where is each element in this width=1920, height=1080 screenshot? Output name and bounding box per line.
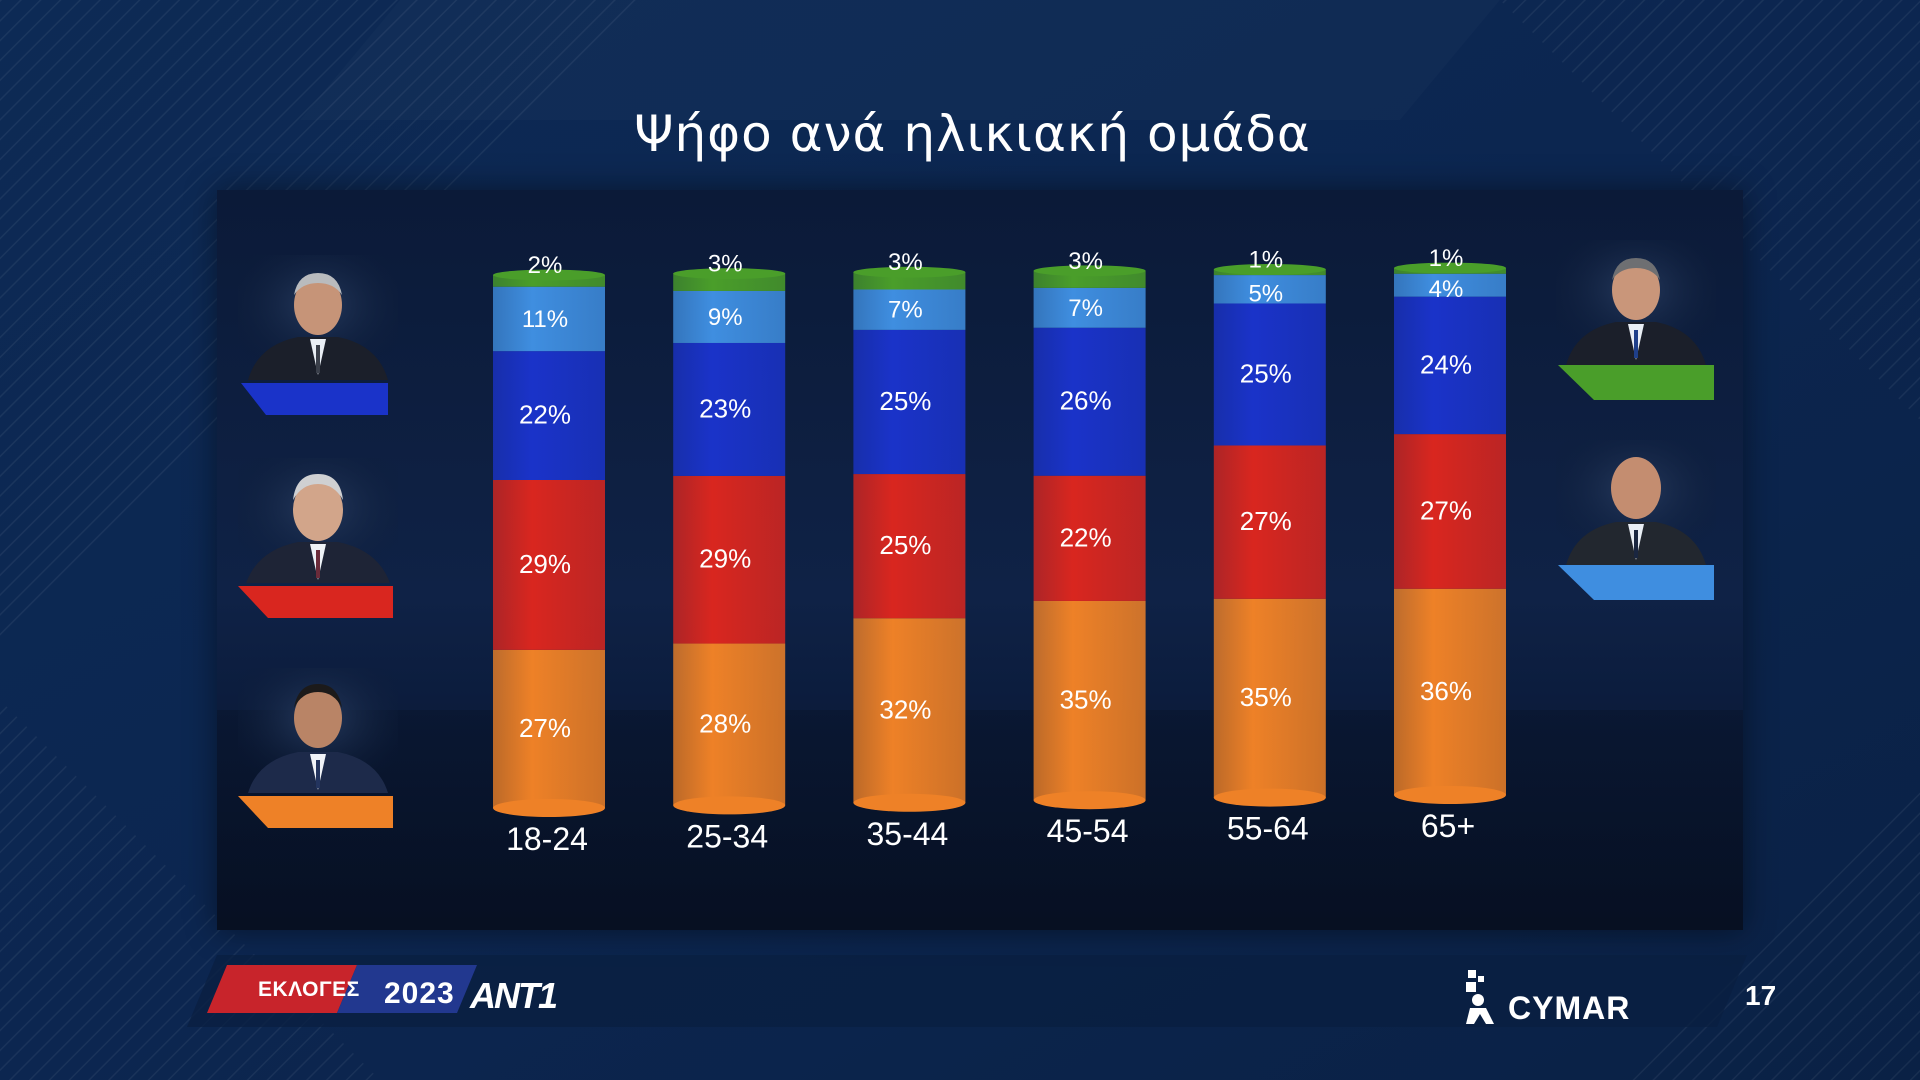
page-number: 17 [1745, 980, 1777, 1011]
category-label: 35-44 [866, 816, 948, 852]
bar-column [673, 268, 786, 815]
pollster-logo: CYMAR [1508, 990, 1631, 1026]
bar-top-cap [673, 268, 786, 279]
data-label: 25% [879, 386, 931, 416]
data-label: 4% [1429, 276, 1464, 303]
bar-segment [493, 275, 605, 287]
candidate-photo-icon [238, 458, 398, 618]
category-label: 25-34 [686, 818, 768, 854]
bar-segment [1033, 287, 1146, 328]
data-label: 7% [888, 297, 923, 324]
bar-segment [1394, 588, 1506, 795]
data-label: 22% [1060, 522, 1112, 552]
bar-segment [1213, 275, 1326, 304]
category-label: 65+ [1421, 808, 1475, 844]
data-label: 3% [1068, 248, 1103, 275]
category-label: 18-24 [506, 821, 588, 857]
candidate-orange [238, 668, 398, 833]
elections-label: ΕΚΛΟΓΕΣ [258, 978, 360, 1001]
candidate-light-blue [1556, 440, 1716, 605]
data-label: 36% [1420, 676, 1472, 706]
data-label: 22% [519, 400, 571, 430]
category-label: 45-54 [1047, 813, 1129, 849]
data-label: 3% [888, 249, 923, 276]
data-label: 24% [1420, 349, 1472, 379]
data-label: 7% [1068, 295, 1103, 322]
data-label: 1% [1429, 245, 1464, 272]
data-label: 23% [699, 393, 751, 423]
bar-top-cap [1394, 262, 1506, 274]
data-label: 3% [708, 251, 743, 278]
bar-segment [673, 643, 786, 806]
bar-segment [673, 342, 786, 476]
footer-bar [187, 955, 1747, 1027]
bar-segment [493, 286, 605, 352]
category-label: 55-64 [1227, 811, 1309, 847]
data-label: 9% [708, 304, 743, 331]
bar-segment [673, 290, 786, 343]
data-label: 35% [1240, 682, 1292, 712]
data-label: 32% [879, 695, 931, 725]
candidate-blue [238, 255, 398, 420]
candidate-photo-icon [238, 668, 398, 828]
bar-segment [853, 289, 966, 330]
bar-top-cap [853, 266, 966, 278]
bar-segment [1213, 598, 1326, 798]
bar-segment [1213, 445, 1326, 599]
data-label: 25% [879, 530, 931, 560]
data-label: 27% [1240, 506, 1292, 536]
bar-top-cap [1213, 264, 1326, 275]
bar-column [1033, 265, 1146, 810]
data-label: 26% [1060, 386, 1112, 416]
bar-segment [1213, 303, 1326, 446]
data-label: 35% [1060, 685, 1112, 715]
data-label: 2% [528, 252, 563, 279]
bar-segment [493, 480, 605, 650]
bar-segment [1033, 475, 1146, 601]
bar-segment [673, 475, 786, 644]
bar-segment [853, 618, 966, 803]
data-label: 5% [1248, 280, 1283, 307]
candidate-green [1556, 240, 1716, 405]
bar-segment [1394, 434, 1506, 589]
bar-segment [853, 329, 966, 475]
data-label: 29% [519, 549, 571, 579]
bar-segment [493, 351, 605, 480]
bar-segment [493, 649, 605, 808]
candidate-photo-icon [1556, 440, 1716, 600]
cymar-logo-icon [1466, 970, 1494, 1024]
candidate-photo-icon [238, 255, 398, 415]
candidate-red [238, 458, 398, 623]
channel-logo: ANT1 [470, 975, 558, 1016]
data-label: 1% [1248, 246, 1283, 273]
data-label: 29% [699, 544, 751, 574]
bar-top-cap [493, 269, 605, 281]
bar-column [1213, 264, 1326, 807]
data-label: 28% [699, 708, 751, 738]
data-label: 27% [1420, 495, 1472, 525]
bar-column [853, 266, 966, 812]
data-label: 27% [519, 713, 571, 743]
data-label: 25% [1240, 358, 1292, 388]
chart-title: Ψήφο ανά ηλικιακή ομάδα [634, 105, 1311, 163]
bar-segment [1394, 273, 1506, 297]
bar-column [1394, 262, 1506, 804]
elections-year: 2023 [384, 977, 455, 1010]
bar-column [493, 269, 605, 817]
data-label: 11% [522, 306, 568, 333]
bar-segment [1033, 327, 1146, 476]
candidate-photo-icon [1556, 240, 1716, 400]
bar-segment [1033, 600, 1146, 801]
bar-top-cap [1033, 265, 1146, 277]
bar-segment [853, 474, 966, 619]
bar-segment [1394, 296, 1506, 435]
